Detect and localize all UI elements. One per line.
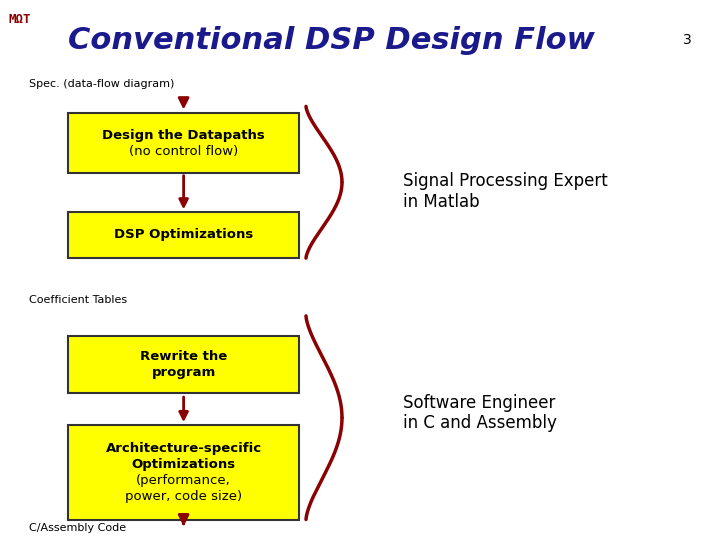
Text: Signal Processing Expert
in Matlab: Signal Processing Expert in Matlab	[403, 172, 608, 211]
Text: Design the Datapaths: Design the Datapaths	[102, 129, 265, 141]
Text: Architecture-specific: Architecture-specific	[106, 442, 261, 455]
Text: (no control flow): (no control flow)	[129, 145, 238, 158]
Text: program: program	[151, 366, 216, 379]
Text: Coefficient Tables: Coefficient Tables	[29, 295, 127, 305]
Text: (performance,: (performance,	[136, 474, 231, 487]
FancyBboxPatch shape	[68, 113, 299, 173]
Text: Optimizations: Optimizations	[132, 458, 235, 471]
Text: MΩΤ: MΩΤ	[9, 14, 31, 26]
Text: Rewrite the: Rewrite the	[140, 350, 228, 363]
Text: 3: 3	[683, 33, 691, 48]
Text: DSP Optimizations: DSP Optimizations	[114, 228, 253, 241]
Text: Software Engineer
in C and Assembly: Software Engineer in C and Assembly	[403, 394, 557, 433]
Text: Conventional DSP Design Flow: Conventional DSP Design Flow	[68, 26, 595, 55]
FancyBboxPatch shape	[68, 336, 299, 393]
Text: power, code size): power, code size)	[125, 490, 242, 503]
Text: Spec. (data-flow diagram): Spec. (data-flow diagram)	[29, 79, 174, 89]
Text: C/Assembly Code: C/Assembly Code	[29, 523, 126, 533]
FancyBboxPatch shape	[68, 212, 299, 258]
FancyBboxPatch shape	[68, 426, 299, 519]
